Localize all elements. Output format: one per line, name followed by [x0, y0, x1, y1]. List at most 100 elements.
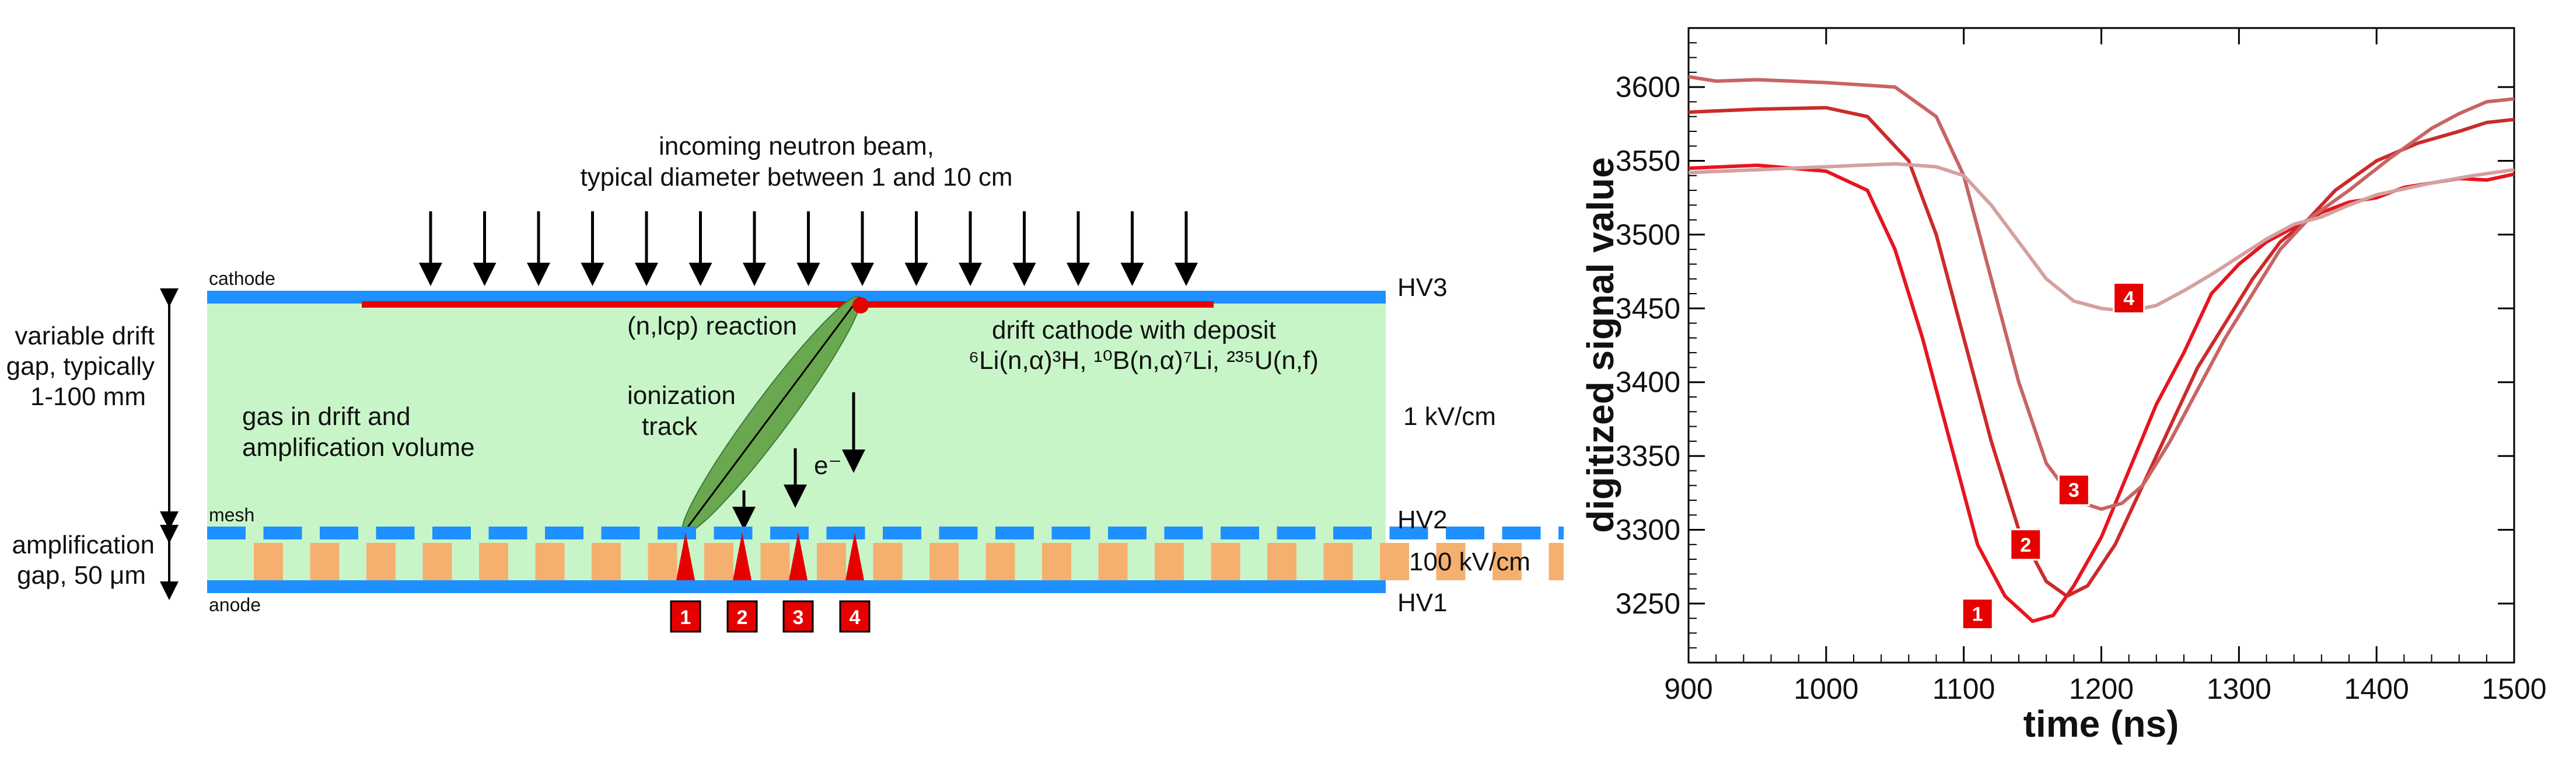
drift-gap-label-line1: variable drift	[15, 322, 155, 350]
series-line-2	[1688, 106, 2515, 598]
spacer-pillar	[760, 543, 790, 580]
strip-marker-box	[726, 600, 758, 633]
spacer-pillar	[1549, 543, 1564, 580]
spacer-pillar	[1267, 543, 1296, 580]
mesh-segment	[1277, 527, 1316, 539]
x-tick-label: 1400	[2344, 673, 2409, 705]
spacer-pillar	[366, 543, 396, 580]
spacer-pillar	[1436, 543, 1466, 580]
spacer-pillar	[873, 543, 903, 580]
beam-label-line2: typical diameter between 1 and 10 cm	[580, 163, 1012, 191]
mesh-segment	[770, 527, 809, 539]
y-axis-title: digitized signal value	[1579, 157, 1621, 533]
drift-field-label: 1 kV/cm	[1403, 402, 1496, 431]
deposit-label-line1: drift cathode with deposit	[992, 316, 1276, 344]
axis-ticks: 900 1000 1100 1200 1300 1400 1500 3250 3300 3350 3…	[1616, 27, 2547, 705]
series-marker-box	[2113, 282, 2145, 315]
spacer-pillar	[1155, 543, 1184, 580]
hv3-label: HV3	[1397, 273, 1448, 302]
strip-marker-text: 1	[680, 607, 691, 629]
amp-gap-label-line1: amplification	[12, 531, 155, 559]
mesh-segment	[1333, 527, 1372, 539]
gas-label-line1: gas in drift and	[242, 402, 411, 431]
mesh-segment	[376, 527, 415, 539]
mesh-segment	[1558, 527, 1564, 539]
track-label-line2: track	[642, 412, 698, 441]
mesh-segment	[1446, 527, 1484, 539]
y-tick-label: 3500	[1616, 218, 1680, 251]
series-line-4	[1688, 162, 2515, 313]
y-tick-label: 3350	[1616, 440, 1680, 472]
spacer-pillar	[1211, 543, 1240, 580]
spacer-pillar	[985, 543, 1015, 580]
gas-label-line2: amplification volume	[242, 433, 475, 462]
avalanche-triangle	[733, 532, 752, 580]
series-marker-text: 4	[2123, 288, 2134, 310]
avalanche-triangle	[789, 532, 808, 580]
mesh-segment	[601, 527, 640, 539]
spacer-pillar	[535, 543, 565, 580]
series-marker-text: 3	[2068, 479, 2079, 501]
series-line-1	[1688, 163, 2515, 623]
spacer-pillar	[1042, 543, 1071, 580]
series-marker-1: 1	[1961, 598, 1994, 630]
y-tick-label: 3300	[1616, 513, 1680, 546]
mesh-segment	[1051, 527, 1090, 539]
beam-label-line1: incoming neutron beam,	[659, 132, 934, 161]
anode-electrode	[207, 580, 1386, 593]
strip-marker-box	[839, 600, 871, 633]
mesh-segment	[883, 527, 921, 539]
x-tick-label: 1300	[2207, 673, 2271, 705]
x-tick-label: 1200	[2069, 673, 2134, 705]
mesh-segment	[1164, 527, 1203, 539]
mesh-segment	[714, 527, 753, 539]
mesh-segment	[545, 527, 583, 539]
mesh-segment	[995, 527, 1034, 539]
y-tick-label: 3550	[1616, 145, 1680, 177]
series-marker-3: 3	[2057, 473, 2090, 506]
spacer-pillar	[1098, 543, 1128, 580]
avalanche-signals	[676, 532, 864, 580]
spacer-pillar	[592, 543, 621, 580]
strip-markers: 1 2 3 4	[670, 600, 871, 633]
y-tick-label: 3400	[1616, 366, 1680, 399]
detector-schematic: incoming neutron beam, typical diameter …	[6, 132, 1564, 633]
drift-gap-label-line2: gap, typically	[6, 352, 155, 381]
reaction-point	[852, 297, 869, 313]
x-tick-label: 1500	[2481, 673, 2546, 705]
strip-marker-text: 3	[793, 607, 804, 629]
mesh-segment	[1221, 527, 1259, 539]
spacer-pillar	[704, 543, 733, 580]
y-tick-label: 3450	[1616, 292, 1680, 325]
mesh-segment	[320, 527, 358, 539]
spacer-pillar	[254, 543, 283, 580]
strip-marker-text: 2	[737, 607, 748, 629]
series-markers: 1 2 3 4	[1961, 282, 2145, 630]
x-axis-title: time (ns)	[2023, 703, 2179, 745]
series-marker-box	[2057, 473, 2090, 506]
mesh-segment	[1389, 527, 1428, 539]
spacer-pillar	[422, 543, 452, 580]
avalanche-triangle	[845, 532, 864, 580]
spacer-pillar	[929, 543, 959, 580]
y-tick-label: 3600	[1616, 71, 1680, 103]
spacer-pillar	[817, 543, 846, 580]
reaction-label: (n,lcp) reaction	[627, 312, 797, 340]
spacer-pillar	[310, 543, 340, 580]
spacer-pillar	[479, 543, 508, 580]
electron-label: e⁻	[814, 451, 842, 480]
mesh-segment	[432, 527, 471, 539]
series-marker-4: 4	[2113, 282, 2145, 315]
series-lines	[1688, 75, 2515, 623]
y-tick-label: 3250	[1616, 587, 1680, 620]
x-tick-label: 1000	[1794, 673, 1858, 705]
strip-marker-1: 1	[670, 600, 701, 633]
hv2-label: HV2	[1397, 506, 1448, 534]
spacer-pillar	[648, 543, 677, 580]
series-marker-box	[2009, 528, 2042, 561]
drift-gap-label-line3: 1-100 mm	[30, 382, 146, 411]
mesh-segment	[488, 527, 527, 539]
spacer-pillar	[1380, 543, 1409, 580]
strip-marker-box	[670, 600, 701, 633]
mesh-segment	[1108, 527, 1147, 539]
